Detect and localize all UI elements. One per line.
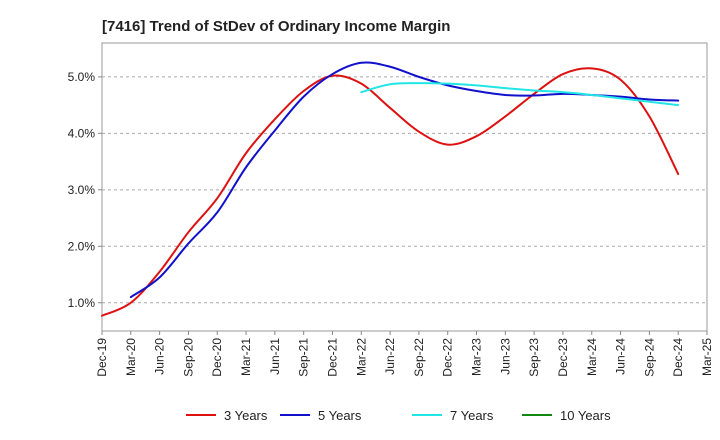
chart-title: [7416] Trend of StDev of Ordinary Income…: [102, 18, 450, 35]
legend-label-3-years: 3 Years: [224, 408, 268, 423]
x-tick-label: Dec-19: [95, 338, 109, 377]
x-tick-label: Sep-20: [181, 338, 195, 377]
x-tick-label: Dec-23: [556, 338, 570, 377]
series-line-7-years: [360, 82, 680, 107]
y-tick-label: 4.0%: [68, 126, 96, 140]
y-axis: 1.0% 2.0% 3.0% 4.0% 5.0%: [68, 70, 102, 310]
series-layer: [101, 61, 680, 317]
x-tick-label: Mar-21: [239, 338, 253, 376]
x-tick-label: Mar-20: [124, 338, 138, 376]
x-tick-label: Sep-21: [297, 338, 311, 377]
x-tick-label: Sep-22: [412, 338, 426, 377]
grid-lines: [102, 76, 707, 304]
x-tick-label: Sep-23: [527, 338, 541, 377]
x-tick-label: Jun-22: [383, 338, 397, 375]
x-tick-label: Mar-25: [700, 338, 714, 376]
x-tick-label: Dec-20: [210, 338, 224, 377]
y-tick-label: 1.0%: [68, 296, 96, 310]
x-tick-label: Dec-21: [325, 338, 339, 377]
legend-label-10-years: 10 Years: [560, 408, 611, 423]
x-tick-label: Jun-23: [498, 338, 512, 375]
legend: 3 Years 5 Years 7 Years 10 Years: [186, 408, 611, 423]
y-tick-label: 2.0%: [68, 239, 96, 253]
x-axis: Dec-19 Mar-20 Jun-20 Sep-20 Dec-20 Mar-21 Jun-…: [95, 331, 714, 377]
plot-frame: [101, 42, 708, 332]
x-tick-label: Jun-21: [268, 338, 282, 375]
x-tick-label: Mar-23: [470, 338, 484, 376]
x-tick-label: Dec-22: [441, 338, 455, 377]
legend-label-5-years: 5 Years: [318, 408, 362, 423]
series-line-5-years: [129, 61, 680, 299]
y-tick-label: 5.0%: [68, 70, 96, 84]
x-tick-label: Sep-24: [642, 338, 656, 377]
y-tick-label: 3.0%: [68, 183, 96, 197]
x-tick-label: Mar-22: [354, 338, 368, 376]
x-tick-label: Jun-24: [614, 338, 628, 375]
series-line-3-years: [101, 67, 680, 317]
x-tick-label: Dec-24: [671, 338, 685, 377]
plot-area: [101, 42, 708, 332]
x-tick-label: Jun-20: [153, 338, 167, 375]
legend-label-7-years: 7 Years: [450, 408, 494, 423]
x-tick-label: Mar-24: [585, 338, 599, 376]
